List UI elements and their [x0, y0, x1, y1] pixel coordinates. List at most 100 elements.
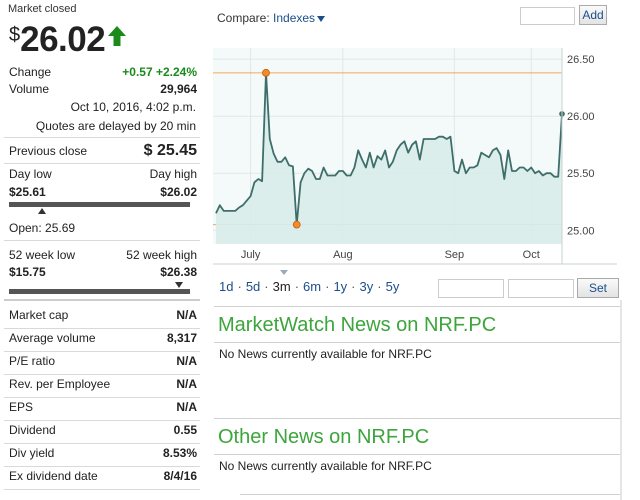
- compare-control: Compare: Indexes: [217, 11, 326, 25]
- previous-close-value: $ 25.45: [143, 142, 197, 159]
- stat-label: Ex dividend date: [9, 469, 98, 483]
- day-low-value: $25.61: [9, 185, 46, 199]
- price-currency: $: [9, 24, 21, 46]
- divider: [4, 420, 200, 421]
- divider: [4, 137, 200, 138]
- week-low-value: $15.75: [9, 265, 46, 279]
- other-news-empty: No News currently available for NRF.PC: [219, 459, 432, 473]
- quote-timestamp: Oct 10, 2016, 4:02 p.m.: [70, 100, 196, 114]
- stat-row: Market cap N/A: [9, 308, 197, 322]
- divider: [240, 494, 620, 495]
- stat-label: Dividend: [9, 423, 56, 437]
- day-range-bar: [9, 202, 190, 207]
- y-tick-label: 25.50: [567, 168, 595, 180]
- x-tick-label: July: [241, 249, 261, 261]
- period-separator: ·: [377, 279, 382, 294]
- y-tick-label: 26.00: [567, 111, 595, 123]
- x-tick-label: Aug: [333, 249, 353, 261]
- quote-panel: Market closed $ 26.02 Change +0.57 +2.24…: [0, 0, 200, 500]
- day-high-label: Day high: [149, 167, 197, 181]
- stat-row: Ex dividend date 8/4/16: [9, 469, 197, 483]
- period-selector: 1d · 5d · 3m · 6m · 1y · 3y · 5y: [219, 279, 399, 294]
- stat-label: Rev. per Employee: [9, 377, 111, 391]
- day-low-label: Day low: [9, 167, 52, 181]
- week-low-label: 52 week low: [9, 248, 76, 262]
- chart-panel: Compare: Indexes Add 25.00 25.50 26.00 26.5…: [210, 0, 640, 500]
- period-3m[interactable]: 3m: [272, 279, 291, 294]
- stat-row: Div yield 8.53%: [9, 446, 197, 460]
- period-5d[interactable]: 5d: [245, 279, 261, 294]
- stat-value: 8,317: [166, 331, 197, 345]
- scroll-track: [620, 300, 622, 500]
- week-range-values: $15.75 $26.38: [9, 265, 197, 279]
- period-6m[interactable]: 6m: [303, 279, 322, 294]
- set-button[interactable]: Set: [577, 278, 619, 298]
- start-date-input[interactable]: [438, 279, 504, 298]
- week-range-marker-icon: [175, 282, 184, 288]
- period-separator: ·: [237, 279, 242, 294]
- period-5y[interactable]: 5y: [385, 279, 400, 294]
- stat-row: Average volume 8,317: [9, 331, 197, 345]
- divider: [214, 306, 620, 307]
- period-1d[interactable]: 1d: [219, 279, 234, 294]
- stat-label: P/E ratio: [9, 354, 56, 368]
- period-separator: ·: [351, 279, 356, 294]
- market-status: Market closed: [8, 3, 77, 15]
- period-indicator-icon: [280, 270, 288, 275]
- day-range-marker-icon: [37, 208, 46, 214]
- divider: [4, 397, 200, 398]
- volume-value: 29,964: [160, 82, 197, 96]
- period-3y[interactable]: 3y: [359, 279, 374, 294]
- compare-indexes-link[interactable]: Indexes: [273, 11, 316, 25]
- previous-close-row: Previous close $ 25.45: [9, 142, 197, 160]
- y-tick-label: 26.50: [567, 54, 595, 66]
- stat-value: 0.55: [173, 423, 197, 437]
- week-range-labels: 52 week low 52 week high: [9, 248, 197, 262]
- divider: [214, 418, 620, 419]
- stat-value: N/A: [176, 377, 197, 391]
- stat-row: P/E ratio N/A: [9, 354, 197, 368]
- divider: [4, 163, 200, 164]
- divider: [4, 374, 200, 375]
- y-tick-label: 25.00: [567, 225, 595, 237]
- highlight-point: [292, 220, 301, 229]
- highlight-point: [262, 68, 270, 77]
- price-display: $ 26.02: [9, 22, 127, 60]
- up-arrow-icon: [107, 25, 127, 52]
- period-separator: ·: [325, 279, 330, 294]
- x-tick-label: Sep: [445, 249, 465, 261]
- compare-label: Compare:: [217, 11, 270, 25]
- week-range-bar: [9, 289, 190, 294]
- change-row: Change +0.57 +2.24%: [9, 65, 197, 79]
- compare-indexes-dropdown[interactable]: Indexes: [273, 11, 326, 25]
- divider: [214, 454, 620, 455]
- volume-label: Volume: [9, 82, 50, 96]
- stat-value: 8.53%: [162, 446, 197, 460]
- divider: [4, 351, 200, 352]
- week-high-value: $26.38: [160, 265, 197, 279]
- end-date-input[interactable]: [508, 279, 574, 298]
- marketwatch-news-title[interactable]: MarketWatch News on NRF.PC: [218, 314, 497, 336]
- divider: [4, 299, 200, 301]
- open-text: Open: 25.69: [9, 221, 76, 235]
- chevron-down-icon[interactable]: [317, 15, 326, 22]
- add-button[interactable]: Add: [579, 5, 607, 25]
- stat-value: N/A: [176, 400, 197, 414]
- divider: [4, 466, 200, 467]
- stat-row: Rev. per Employee N/A: [9, 377, 197, 391]
- open-row: Open: 25.69: [9, 221, 197, 235]
- other-news-title[interactable]: Other News on NRF.PC: [218, 426, 430, 448]
- price-chart[interactable]: 25.00 25.50 26.00 26.50 July Aug Sep Oct: [213, 48, 623, 270]
- divider: [4, 443, 200, 444]
- price-area: [216, 72, 562, 244]
- period-1y[interactable]: 1y: [333, 279, 348, 294]
- day-range-values: $25.61 $26.02: [9, 185, 197, 199]
- stat-label: EPS: [9, 400, 34, 414]
- period-separator: ·: [264, 279, 269, 294]
- compare-symbol-input[interactable]: [520, 7, 575, 25]
- volume-row: Volume 29,964: [9, 82, 197, 96]
- divider: [4, 328, 200, 329]
- stat-label: Average volume: [9, 331, 96, 345]
- stat-row: EPS N/A: [9, 400, 197, 414]
- stat-row: Dividend 0.55: [9, 423, 197, 437]
